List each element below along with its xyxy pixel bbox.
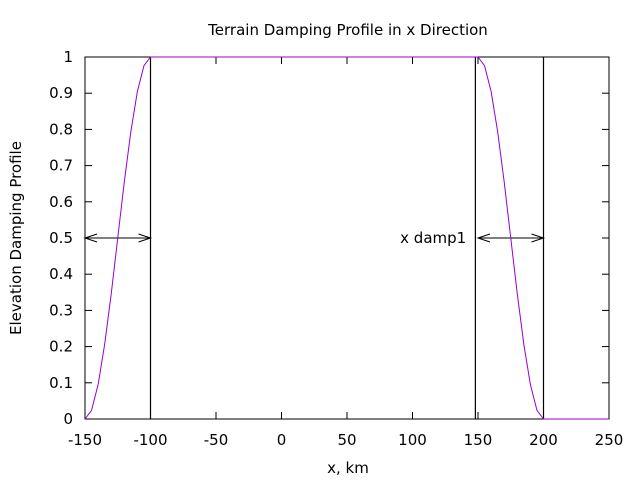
x-tick-label: -50 bbox=[204, 431, 229, 449]
y-tick-label: 0.9 bbox=[49, 84, 73, 102]
series-line bbox=[84, 56, 609, 420]
y-tick-label: 0.7 bbox=[49, 157, 73, 175]
y-tick-label: 0.5 bbox=[49, 229, 73, 247]
x-tick-label: 0 bbox=[277, 431, 287, 449]
x-tick-label: 200 bbox=[529, 431, 558, 449]
y-tick-label: 0.6 bbox=[49, 193, 73, 211]
y-tick-label: 1 bbox=[63, 48, 73, 66]
x-tick-label: 250 bbox=[595, 431, 624, 449]
y-tick-label: 0.4 bbox=[49, 265, 73, 283]
arrow-head bbox=[138, 233, 153, 243]
x-tick-label: -100 bbox=[133, 431, 167, 449]
x-tick-label: 100 bbox=[398, 431, 427, 449]
y-tick-label: 0 bbox=[63, 410, 73, 428]
plot-area: -150 -100 -50 0 50 100 150 200 250 0 0.1 0.2 0.3 0.4 0… bbox=[49, 48, 623, 449]
y-axis-label: Elevation Damping Profile bbox=[7, 141, 25, 335]
x-tick-label: 150 bbox=[464, 431, 493, 449]
annotation-label: x damp1 bbox=[400, 229, 466, 247]
x-tick-label: -150 bbox=[68, 431, 102, 449]
x-axis-label: x, km bbox=[327, 459, 369, 477]
x-tick-label: 50 bbox=[337, 431, 356, 449]
y-tick-label: 0.1 bbox=[49, 374, 73, 392]
arrow-head bbox=[476, 233, 491, 243]
y-tick-label: 0.3 bbox=[49, 301, 73, 319]
chart-title: Terrain Damping Profile in x Direction bbox=[207, 21, 488, 39]
y-tick-label: 0.2 bbox=[49, 338, 73, 356]
arrow-head bbox=[531, 233, 546, 243]
arrow-head bbox=[83, 233, 98, 243]
y-tick-label: 0.8 bbox=[49, 120, 73, 138]
